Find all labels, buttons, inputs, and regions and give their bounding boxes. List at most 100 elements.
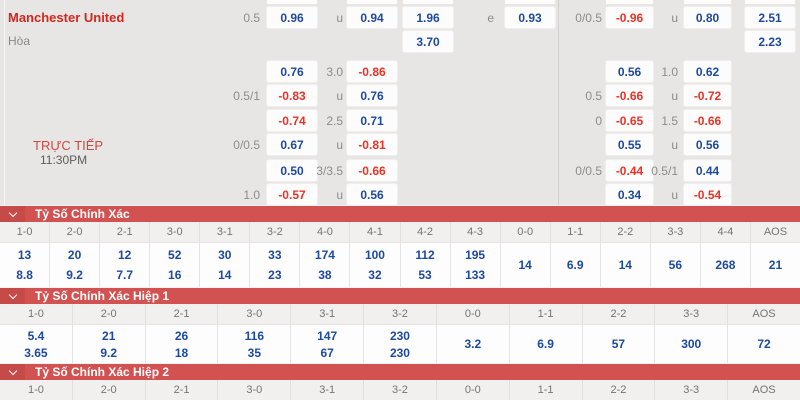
score-odds-value[interactable]: 32 (368, 268, 382, 282)
score-odds-cell[interactable]: 12 7.7 (100, 243, 151, 287)
score-odds-value[interactable]: 147 (317, 328, 338, 343)
odds-value-button[interactable]: 1.96 (403, 7, 453, 28)
score-odds-value[interactable]: 21 (768, 258, 783, 272)
score-odds-value[interactable]: 21 (102, 328, 116, 343)
score-odds-cell[interactable]: 6.9 (510, 325, 583, 363)
score-odds-value[interactable]: 53 (418, 268, 432, 282)
odds-value-button[interactable]: -0.66 (684, 110, 731, 131)
odds-value-button[interactable]: 0.44 (684, 160, 731, 181)
odds-value-button[interactable]: 0.96 (267, 7, 317, 28)
score-odds-cell[interactable]: 6.9 (551, 243, 601, 287)
score-odds-value[interactable]: 7.7 (116, 268, 133, 282)
score-odds-value[interactable]: 133 (465, 268, 486, 282)
score-odds-value[interactable]: 9.2 (100, 345, 118, 360)
score-odds-value[interactable]: 230 (389, 328, 410, 343)
odds-value-button[interactable]: 0.56 (606, 61, 653, 82)
odds-value-button[interactable]: 0.80 (684, 7, 731, 28)
score-odds-cell[interactable]: 3.2 (437, 325, 510, 363)
score-odds-value[interactable]: 20 (67, 248, 82, 262)
score-odds-value[interactable]: 3.65 (24, 345, 48, 360)
score-odds-value[interactable]: 14 (218, 268, 232, 282)
score-odds-cell[interactable]: 116 35 (218, 325, 292, 363)
score-odds-value[interactable]: 33 (268, 248, 282, 262)
odds-value-button[interactable]: -0.86 (347, 61, 397, 82)
odds-value-button[interactable]: -0.96 (606, 7, 653, 28)
score-odds-value[interactable]: 23 (268, 268, 282, 282)
score-odds-cell[interactable]: 72 (728, 325, 800, 363)
score-odds-cell[interactable]: 100 32 (350, 243, 401, 287)
score-odds-value[interactable]: 3.2 (464, 337, 482, 351)
odds-value-button[interactable]: -0.65 (606, 110, 653, 131)
score-odds-cell[interactable]: 300 (655, 325, 729, 363)
section-header[interactable]: Tỷ Số Chính Xác Hiệp 2 (0, 363, 800, 380)
odds-value-button[interactable]: 0.94 (347, 7, 397, 28)
score-odds-cell[interactable]: 57 (583, 325, 656, 363)
odds-value-button[interactable]: -0.57 (267, 184, 317, 205)
score-odds-value[interactable]: 57 (611, 337, 626, 351)
score-odds-value[interactable]: 8.8 (16, 268, 33, 282)
section-header[interactable]: Tỷ Số Chính Xác (0, 205, 800, 222)
score-odds-cell[interactable]: 26 18 (146, 325, 219, 363)
score-odds-value[interactable]: 116 (244, 328, 265, 343)
score-odds-cell[interactable]: 21 9.2 (73, 325, 146, 363)
score-odds-value[interactable]: 112 (415, 248, 435, 262)
odds-value-button[interactable]: -0.66 (347, 160, 397, 181)
score-odds-value[interactable]: 67 (320, 345, 334, 360)
collapse-toggle[interactable] (0, 364, 25, 380)
odds-value-button[interactable]: 0.71 (347, 110, 397, 131)
score-odds-value[interactable]: 12 (117, 248, 132, 262)
score-odds-cell[interactable]: 195 133 (451, 243, 501, 287)
score-odds-value[interactable]: 52 (168, 248, 182, 262)
odds-value-button[interactable]: 0.55 (606, 134, 653, 155)
score-odds-value[interactable]: 230 (389, 345, 410, 360)
score-odds-cell[interactable]: 52 16 (150, 243, 201, 287)
score-odds-value[interactable]: 6.9 (566, 258, 584, 272)
odds-value-button[interactable]: 0.76 (267, 61, 317, 82)
odds-value-button[interactable]: -0.54 (684, 184, 731, 205)
odds-value-button[interactable]: 2.51 (745, 7, 795, 28)
score-odds-cell[interactable]: 30 14 (200, 243, 251, 287)
score-odds-value[interactable]: 100 (364, 248, 385, 262)
score-odds-value[interactable]: 35 (247, 345, 262, 360)
score-odds-value[interactable]: 16 (168, 268, 182, 282)
score-odds-cell[interactable]: 14 (501, 243, 551, 287)
odds-value-button[interactable]: 0.56 (347, 184, 397, 205)
score-odds-value[interactable]: 26 (174, 328, 189, 343)
score-odds-value[interactable]: 18 (174, 345, 189, 360)
score-odds-cell[interactable]: 33 23 (250, 243, 301, 287)
score-odds-value[interactable]: 9.2 (66, 268, 83, 282)
odds-value-button[interactable]: 0.67 (267, 134, 317, 155)
odds-value-button[interactable]: 2.23 (745, 31, 795, 52)
odds-value-button[interactable]: -0.44 (606, 160, 653, 181)
odds-value-button[interactable]: 0.34 (606, 184, 653, 205)
odds-value-button[interactable]: 0.62 (684, 61, 731, 82)
score-odds-value[interactable]: 13 (17, 248, 32, 262)
score-odds-value[interactable]: 14 (518, 258, 532, 272)
score-odds-value[interactable]: 14 (618, 258, 632, 272)
odds-value-button[interactable]: -0.81 (347, 134, 397, 155)
score-odds-cell[interactable]: 174 38 (300, 243, 351, 287)
score-odds-cell[interactable]: 147 67 (291, 325, 365, 363)
score-odds-cell[interactable]: 21 (751, 243, 800, 287)
score-odds-cell[interactable]: 268 (701, 243, 751, 287)
score-odds-value[interactable]: 195 (465, 248, 486, 262)
score-odds-cell[interactable]: 5.4 3.65 (0, 325, 73, 363)
odds-value-button[interactable]: 0.76 (347, 85, 397, 106)
odds-value-button[interactable]: 0.93 (505, 7, 555, 28)
odds-value-button[interactable]: 0.56 (684, 134, 731, 155)
score-odds-cell[interactable]: 20 9.2 (50, 243, 101, 287)
odds-value-button[interactable]: 3.70 (403, 31, 453, 52)
score-odds-value[interactable]: 5.4 (27, 328, 45, 343)
collapse-toggle[interactable] (0, 288, 25, 304)
score-odds-value[interactable]: 30 (218, 248, 232, 262)
score-odds-cell[interactable]: 112 53 (401, 243, 451, 287)
odds-value-button[interactable]: -0.66 (606, 85, 653, 106)
score-odds-cell[interactable]: 14 (601, 243, 651, 287)
score-odds-value[interactable]: 268 (715, 258, 736, 272)
odds-value-button[interactable]: -0.72 (684, 85, 731, 106)
score-odds-value[interactable]: 6.9 (537, 337, 554, 351)
score-odds-value[interactable]: 300 (681, 337, 702, 351)
score-odds-value[interactable]: 38 (318, 268, 332, 282)
odds-value-button[interactable]: -0.74 (267, 110, 317, 131)
score-odds-value[interactable]: 174 (314, 248, 335, 262)
